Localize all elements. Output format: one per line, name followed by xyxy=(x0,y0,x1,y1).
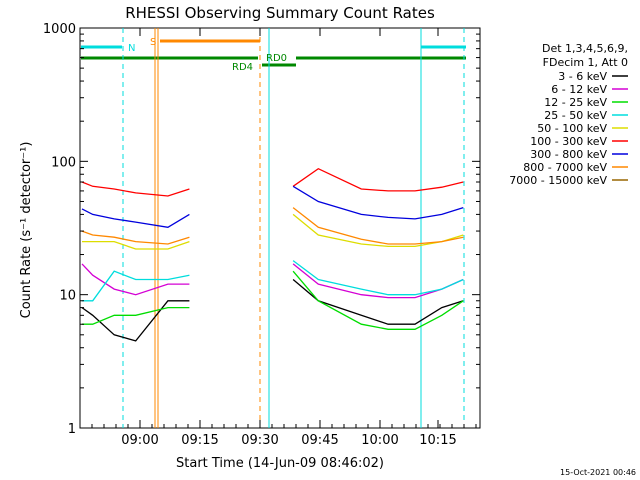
x-tick-label: 09:00 xyxy=(121,433,158,448)
x-tick-label: 10:00 xyxy=(361,433,398,448)
x-tick-label: 09:45 xyxy=(301,433,338,448)
x-tick-label: 10:15 xyxy=(419,433,456,448)
series-line xyxy=(81,207,464,245)
annotation-label: RD4 xyxy=(232,62,253,73)
legend-label: 7000 - 15000 keV xyxy=(509,174,607,187)
legend-label: 25 - 50 keV xyxy=(544,109,607,122)
annotation-label: RD0 xyxy=(266,53,287,64)
legend: Det 1,3,4,5,6,9, FDecim 1, Att 0 3 - 6 k… xyxy=(509,42,628,187)
x-axis-label: Start Time (14-Jun-09 08:46:02) xyxy=(176,456,384,471)
timestamp: 15-Oct-2021 00:46 xyxy=(560,468,636,477)
legend-label: 3 - 6 keV xyxy=(558,70,607,83)
annotation-group: N S RD4 RD0 xyxy=(81,28,466,428)
x-tick-label: 09:15 xyxy=(181,433,218,448)
annotation-label: N xyxy=(128,43,135,54)
series-line xyxy=(81,167,464,197)
y-tick-label: 100 xyxy=(51,155,76,170)
legend-header-line-1: Det 1,3,4,5,6,9, xyxy=(542,42,628,55)
y-tick-label: 1 xyxy=(68,422,76,437)
series-group xyxy=(81,167,464,342)
series-line xyxy=(82,270,464,330)
legend-label: 800 - 7000 keV xyxy=(523,161,607,174)
series-line xyxy=(81,185,464,228)
series-line xyxy=(81,279,464,342)
legend-label: 12 - 25 keV xyxy=(544,96,607,109)
legend-label: 100 - 300 keV xyxy=(530,135,607,148)
y-tick-label: 1000 xyxy=(43,22,76,37)
y-tick-label: 10 xyxy=(59,289,76,304)
legend-label: 300 - 800 keV xyxy=(530,148,607,161)
plot-area xyxy=(79,27,481,429)
y-axis-label: Count Rate (s⁻¹ detector⁻¹) xyxy=(19,142,34,319)
axis-ticks: 09:00 09:15 09:30 09:45 10:00 10:15 1 10 100 1000 xyxy=(43,22,480,448)
annotation-label: S xyxy=(150,37,156,48)
x-tick-label: 09:30 xyxy=(241,433,278,448)
series-line xyxy=(81,263,464,299)
series-line xyxy=(82,260,464,302)
legend-label: 6 - 12 keV xyxy=(551,83,607,96)
chart-title: RHESSI Observing Summary Count Rates xyxy=(125,4,435,22)
legend-label: 50 - 100 keV xyxy=(537,122,607,135)
legend-header-line-2: FDecim 1, Att 0 xyxy=(543,56,628,69)
